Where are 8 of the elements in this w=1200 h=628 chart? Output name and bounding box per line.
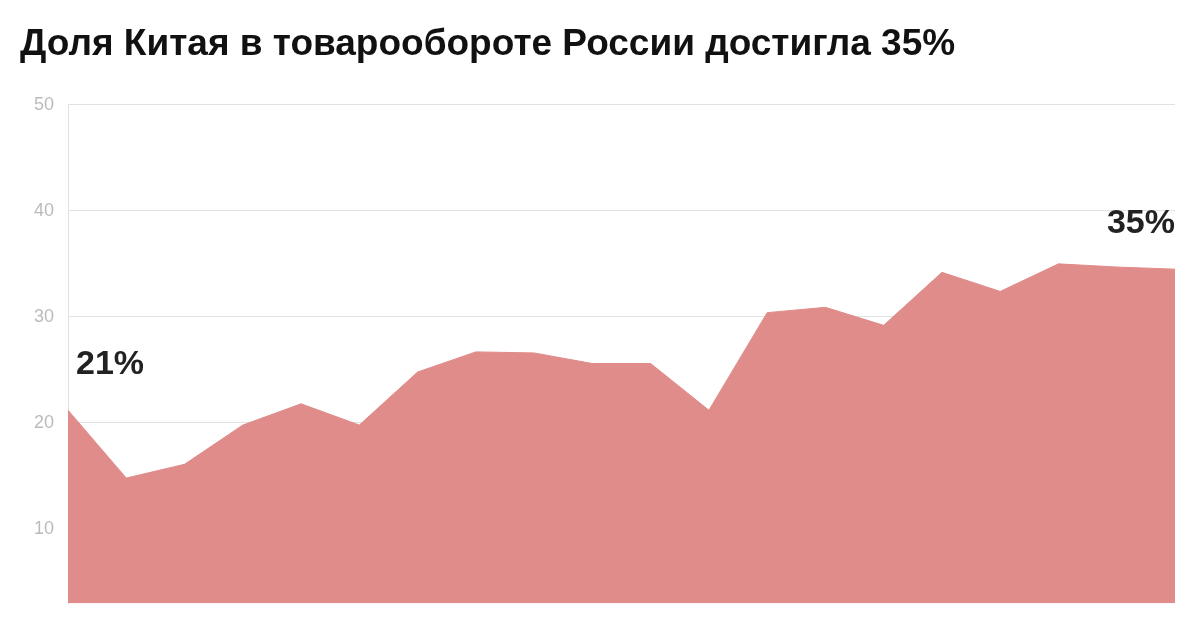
y-tick-label: 30	[33, 305, 55, 326]
chart-title: Доля Китая в товарообороте России достигла 35%	[20, 22, 956, 64]
y-tick-label: 20	[33, 411, 55, 432]
annotation: 35%	[1106, 202, 1176, 241]
annotation: 21%	[76, 343, 145, 382]
y-tick-label: 40	[33, 199, 55, 220]
y-tick-label: 50	[33, 93, 55, 114]
y-tick-label: 10	[33, 517, 55, 538]
